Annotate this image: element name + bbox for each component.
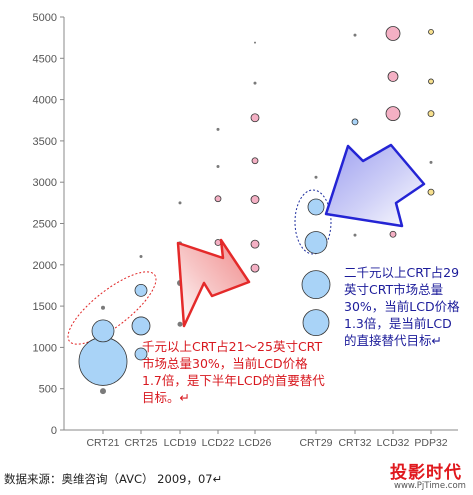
bubble-point <box>134 347 148 361</box>
bubble-point <box>428 78 434 85</box>
red-annotation: 千元以上CRT占21～25英寸CRT市场总量30%，当前LCD价格1.7倍，是下… <box>142 339 325 405</box>
bubble-point <box>250 195 260 204</box>
x-tick-label: CRT25 <box>124 437 157 449</box>
bubble-point <box>216 165 220 169</box>
bubble-point <box>385 106 401 122</box>
bubble-group <box>78 26 435 395</box>
bubble-point <box>389 230 397 238</box>
axes: 0 500 1000 1500 2000 2500 3000 3500 4000 4500 5000… <box>33 12 458 449</box>
bubble-point <box>91 319 115 343</box>
bubble-point <box>314 175 318 179</box>
bubble-point <box>353 33 357 37</box>
x-tick-label: PDP32 <box>414 437 447 449</box>
bubble-point <box>302 309 330 337</box>
bubble-point <box>428 28 434 35</box>
blue-annotation: 二千元以上CRT占29英寸CRT市场总量30%，当前LCD价格1.3倍，是当前L… <box>344 265 460 348</box>
y-tick-label: 3000 <box>33 177 57 189</box>
y-tick-label: 2000 <box>33 260 57 272</box>
bubble-point <box>250 239 260 249</box>
bubble-point <box>254 41 256 44</box>
bubble-point <box>353 233 357 237</box>
bubble-point <box>307 198 325 216</box>
bubble-point <box>304 231 328 254</box>
y-tick-label: 1000 <box>33 342 57 354</box>
bubble-point <box>78 337 128 386</box>
blue-highlight-ellipse <box>294 189 332 255</box>
y-tick-label: 4000 <box>33 95 57 107</box>
y-tick-label: 2500 <box>33 219 57 231</box>
blue-arrow <box>324 143 426 228</box>
x-tick-label: LCD32 <box>377 437 410 449</box>
bubble-point <box>251 157 259 165</box>
bubble-point <box>100 388 106 395</box>
bubble-point <box>216 127 220 131</box>
highlight-group <box>67 189 332 345</box>
bubble-point <box>139 255 143 259</box>
bubble-point <box>250 263 260 273</box>
bubble-point <box>214 195 222 203</box>
data-source-note: 数据来源：奥维咨询（AVC） 2009，07↵ <box>4 472 223 486</box>
bubble-point <box>134 284 148 297</box>
red-highlight-ellipse <box>67 271 157 345</box>
y-tick-label: 1500 <box>33 301 57 313</box>
bubble-point <box>177 321 183 327</box>
y-tick-label: 5000 <box>33 12 57 24</box>
bubble-point <box>250 113 260 123</box>
y-tick-label: 4500 <box>33 53 57 65</box>
bubble-point <box>427 110 435 118</box>
logo-url: www.PjTime.com <box>394 481 466 491</box>
bubble-point <box>351 118 359 126</box>
y-tick-label: 500 <box>39 384 57 396</box>
bubble-point <box>253 81 257 85</box>
bubble-point <box>429 160 433 164</box>
bubble-point <box>178 201 182 205</box>
x-tick-label: CRT29 <box>299 437 332 449</box>
arrow-group <box>176 143 426 328</box>
x-tick-label: CRT32 <box>338 437 371 449</box>
bubble-point <box>131 316 151 336</box>
red-arrow <box>176 238 251 328</box>
y-tick-label: 3500 <box>33 136 57 148</box>
logo-title: 投影时代 <box>390 463 462 483</box>
bubble-point <box>301 270 331 300</box>
bubble-point <box>427 188 435 196</box>
x-tick-label: LCD19 <box>164 437 197 449</box>
bubble-point <box>101 305 105 310</box>
bubble-point <box>385 26 401 41</box>
bubble-point <box>387 71 399 82</box>
x-tick-label: LCD26 <box>239 437 272 449</box>
y-tick-label: 0 <box>51 425 57 437</box>
x-tick-label: LCD22 <box>202 437 235 449</box>
pjtime-logo: 投影时代 www.PjTime.com <box>388 458 472 493</box>
x-tick-label: CRT21 <box>86 437 119 449</box>
